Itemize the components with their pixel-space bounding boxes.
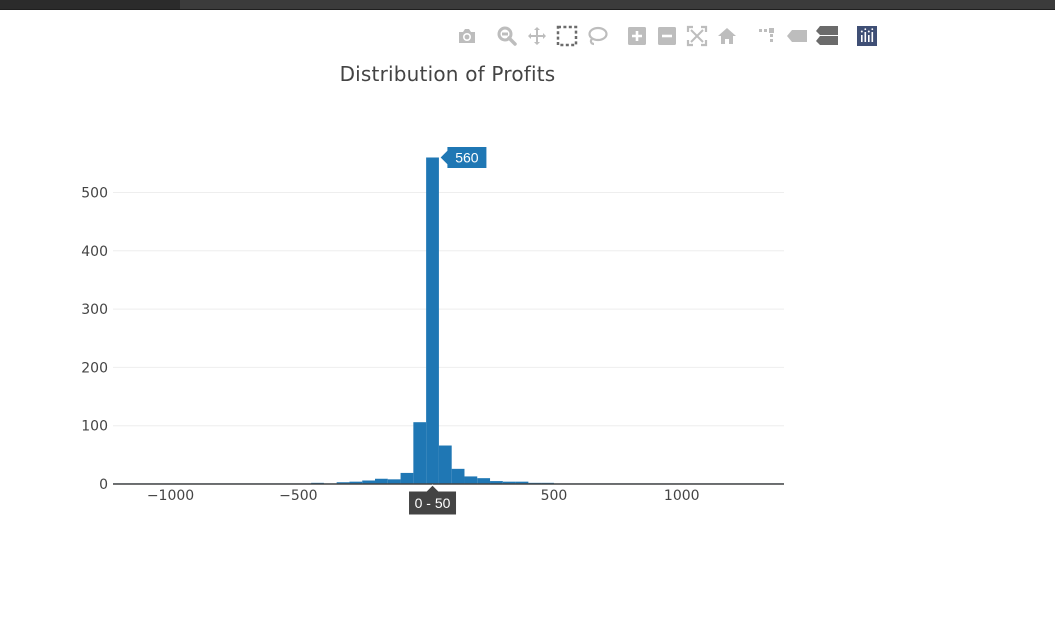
histogram-bar[interactable]: [464, 476, 478, 484]
y-gridlines: [113, 191, 784, 427]
x-tick-label: 500: [541, 488, 568, 504]
lasso-icon: [586, 26, 608, 46]
zoom-in-icon: [627, 26, 647, 46]
histogram-bar[interactable]: [375, 478, 388, 484]
box-select-icon: [556, 25, 578, 47]
zoom-icon: [497, 26, 517, 46]
zoom-out-icon: [657, 26, 677, 46]
y-tick-label: 300: [81, 302, 108, 318]
y-tick-label: 500: [81, 185, 108, 201]
histogram-bar[interactable]: [413, 422, 427, 484]
x-tick-label: 1000: [664, 488, 700, 504]
hover-compare-button[interactable]: [812, 22, 842, 50]
y-tick-labels: 0 100 200 300 400 500: [81, 185, 108, 493]
zoom-in-button[interactable]: [622, 22, 652, 50]
histogram-bar[interactable]: [515, 481, 529, 484]
histogram-bar[interactable]: [502, 481, 516, 484]
zoom-out-button[interactable]: [652, 22, 682, 50]
y-tick-label: 0: [99, 477, 108, 493]
plot-modebar: [452, 22, 882, 50]
spike-lines-icon: [757, 26, 777, 46]
histogram-bars: [113, 157, 784, 484]
histogram-bar[interactable]: [438, 445, 452, 484]
pan-button[interactable]: [522, 22, 552, 50]
histogram-bar[interactable]: [400, 472, 414, 484]
hover-value-label: 560: [439, 145, 488, 169]
x-tick-label: −500: [279, 488, 317, 504]
download-plot-button[interactable]: [452, 22, 482, 50]
box-select-button[interactable]: [552, 22, 582, 50]
hover-x-label: 0 - 50: [408, 484, 458, 516]
histogram-bar[interactable]: [490, 481, 503, 484]
y-tick-label: 100: [81, 419, 108, 435]
histogram-bar[interactable]: [426, 157, 439, 484]
toggle-spike-lines-button[interactable]: [752, 22, 782, 50]
autoscale-button[interactable]: [682, 22, 712, 50]
histogram-bar[interactable]: [362, 480, 376, 484]
hover-x-text: 0 - 50: [415, 495, 451, 511]
hover-compare-icon: [815, 25, 839, 47]
histogram-bar[interactable]: [477, 478, 491, 484]
histogram-bar[interactable]: [336, 482, 350, 484]
histogram-bar[interactable]: [451, 468, 465, 484]
lasso-select-button[interactable]: [582, 22, 612, 50]
x-tick-labels: −1000 −500 500 1000: [147, 488, 700, 504]
home-icon: [716, 26, 738, 46]
plotly-logo-icon: [857, 26, 877, 46]
zoom-button[interactable]: [492, 22, 522, 50]
histogram-bar[interactable]: [387, 479, 401, 484]
pan-icon: [527, 26, 547, 46]
autoscale-icon: [686, 25, 708, 47]
camera-icon: [456, 27, 478, 45]
histogram-bar[interactable]: [349, 481, 363, 484]
y-tick-label: 200: [81, 360, 108, 376]
y-tick-label: 400: [81, 244, 108, 260]
hover-closest-icon: [786, 28, 808, 44]
plotly-logo-link[interactable]: [852, 22, 882, 50]
hover-closest-button[interactable]: [782, 22, 812, 50]
reset-axes-button[interactable]: [712, 22, 742, 50]
hover-value-text: 560: [455, 149, 479, 165]
hover-x-box: [408, 484, 458, 516]
browser-top-bar: [0, 0, 1055, 10]
hover-value-box: [439, 145, 488, 169]
chart-title: Distribution of Profits: [339, 62, 556, 86]
browser-tab-strip: [0, 0, 180, 9]
x-tick-label: −1000: [147, 488, 194, 504]
